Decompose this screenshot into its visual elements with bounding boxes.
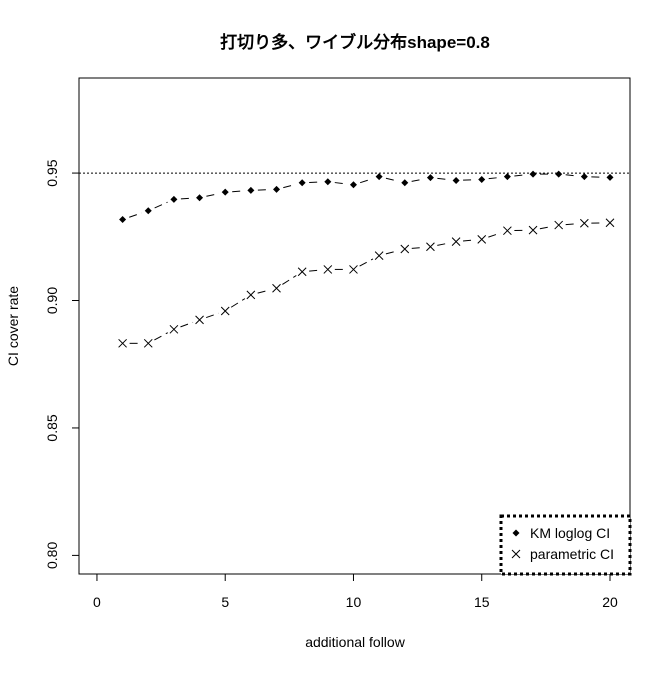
data-point-diamond: [145, 207, 152, 214]
data-point-x: [606, 219, 614, 227]
series-segment: [231, 299, 245, 308]
data-point-x: [221, 307, 229, 315]
series-segment: [309, 270, 321, 271]
series-km-loglog-ci: [119, 171, 613, 223]
series-segment: [206, 194, 218, 197]
data-point-diamond: [350, 181, 357, 188]
series-segment: [282, 276, 296, 285]
series-segment: [437, 243, 449, 245]
series-segment: [335, 183, 347, 184]
data-point-diamond: [324, 178, 331, 185]
series-segment: [412, 247, 424, 248]
data-point-diamond: [376, 173, 383, 180]
data-point-diamond: [478, 176, 485, 183]
plot-frame: [79, 78, 630, 574]
series-segment: [386, 178, 398, 181]
series-segment: [386, 251, 398, 254]
data-point-x: [452, 238, 460, 246]
data-point-diamond: [222, 189, 229, 196]
legend-label-km: KM loglog CI: [530, 525, 610, 541]
data-point-x: [298, 268, 306, 276]
series-segment: [129, 213, 141, 217]
series-segment: [540, 226, 552, 228]
data-point-diamond: [453, 177, 460, 184]
data-point-x: [529, 226, 537, 234]
series-segment: [488, 233, 500, 237]
data-point-diamond: [530, 171, 537, 178]
data-point-x: [119, 339, 127, 347]
series-parametric-ci: [119, 219, 614, 348]
data-point-x: [144, 339, 152, 347]
series-segment: [155, 202, 168, 208]
series-segment: [566, 175, 578, 176]
data-point-x: [580, 219, 588, 227]
series-segment: [180, 322, 193, 327]
legend: KM loglog CI parametric CI: [501, 516, 630, 574]
series-segment: [154, 333, 167, 340]
data-point-diamond: [196, 194, 203, 201]
data-point-diamond: [170, 196, 177, 203]
series-segment: [258, 290, 270, 293]
x-tick-label: 10: [346, 594, 362, 610]
series-segment: [181, 198, 193, 199]
chart-title: 打切り多、ワイブル分布shape=0.8: [220, 32, 490, 52]
series-segment: [514, 175, 526, 176]
data-point-x: [401, 245, 409, 253]
data-point-diamond: [247, 187, 254, 194]
data-point-diamond: [555, 171, 562, 178]
data-point-x: [324, 265, 332, 273]
data-point-diamond: [427, 174, 434, 181]
data-point-x: [555, 221, 563, 229]
data-point-diamond: [606, 174, 613, 181]
series-segment: [232, 191, 244, 192]
data-point-x: [196, 316, 204, 324]
series-segment: [566, 224, 578, 225]
data-point-diamond: [504, 173, 511, 180]
series-segment: [206, 313, 218, 317]
x-tick-label: 15: [474, 594, 490, 610]
data-point-diamond: [273, 186, 280, 193]
x-tick-label: 0: [93, 594, 101, 610]
y-tick-label: 0.85: [44, 414, 60, 441]
y-tick-label: 0.95: [44, 159, 60, 186]
series-segment: [437, 178, 449, 179]
series-segment: [489, 177, 501, 178]
y-tick-label: 0.80: [44, 542, 60, 569]
data-point-x: [426, 243, 434, 251]
data-point-x: [170, 325, 178, 333]
y-axis-label: CI cover rate: [5, 286, 21, 366]
series-segment: [360, 179, 372, 183]
legend-label-parametric: parametric CI: [530, 546, 614, 562]
data-point-diamond: [581, 173, 588, 180]
data-point-x: [478, 235, 486, 243]
data-point-x: [375, 252, 383, 260]
series-segment: [283, 185, 295, 188]
data-point-diamond: [299, 179, 306, 186]
data-point-x: [503, 227, 511, 235]
data-point-x: [273, 284, 281, 292]
data-point-x: [247, 291, 255, 299]
data-point-x: [349, 265, 357, 273]
series-segment: [360, 259, 373, 266]
x-tick-label: 20: [602, 594, 618, 610]
series-segment: [412, 179, 424, 181]
x-axis-label: additional follow: [305, 634, 406, 650]
x-tick-label: 5: [221, 594, 229, 610]
data-point-diamond: [119, 216, 126, 223]
data-point-diamond: [401, 179, 408, 186]
y-tick-label: 0.90: [44, 287, 60, 314]
series-segment: [463, 240, 475, 241]
